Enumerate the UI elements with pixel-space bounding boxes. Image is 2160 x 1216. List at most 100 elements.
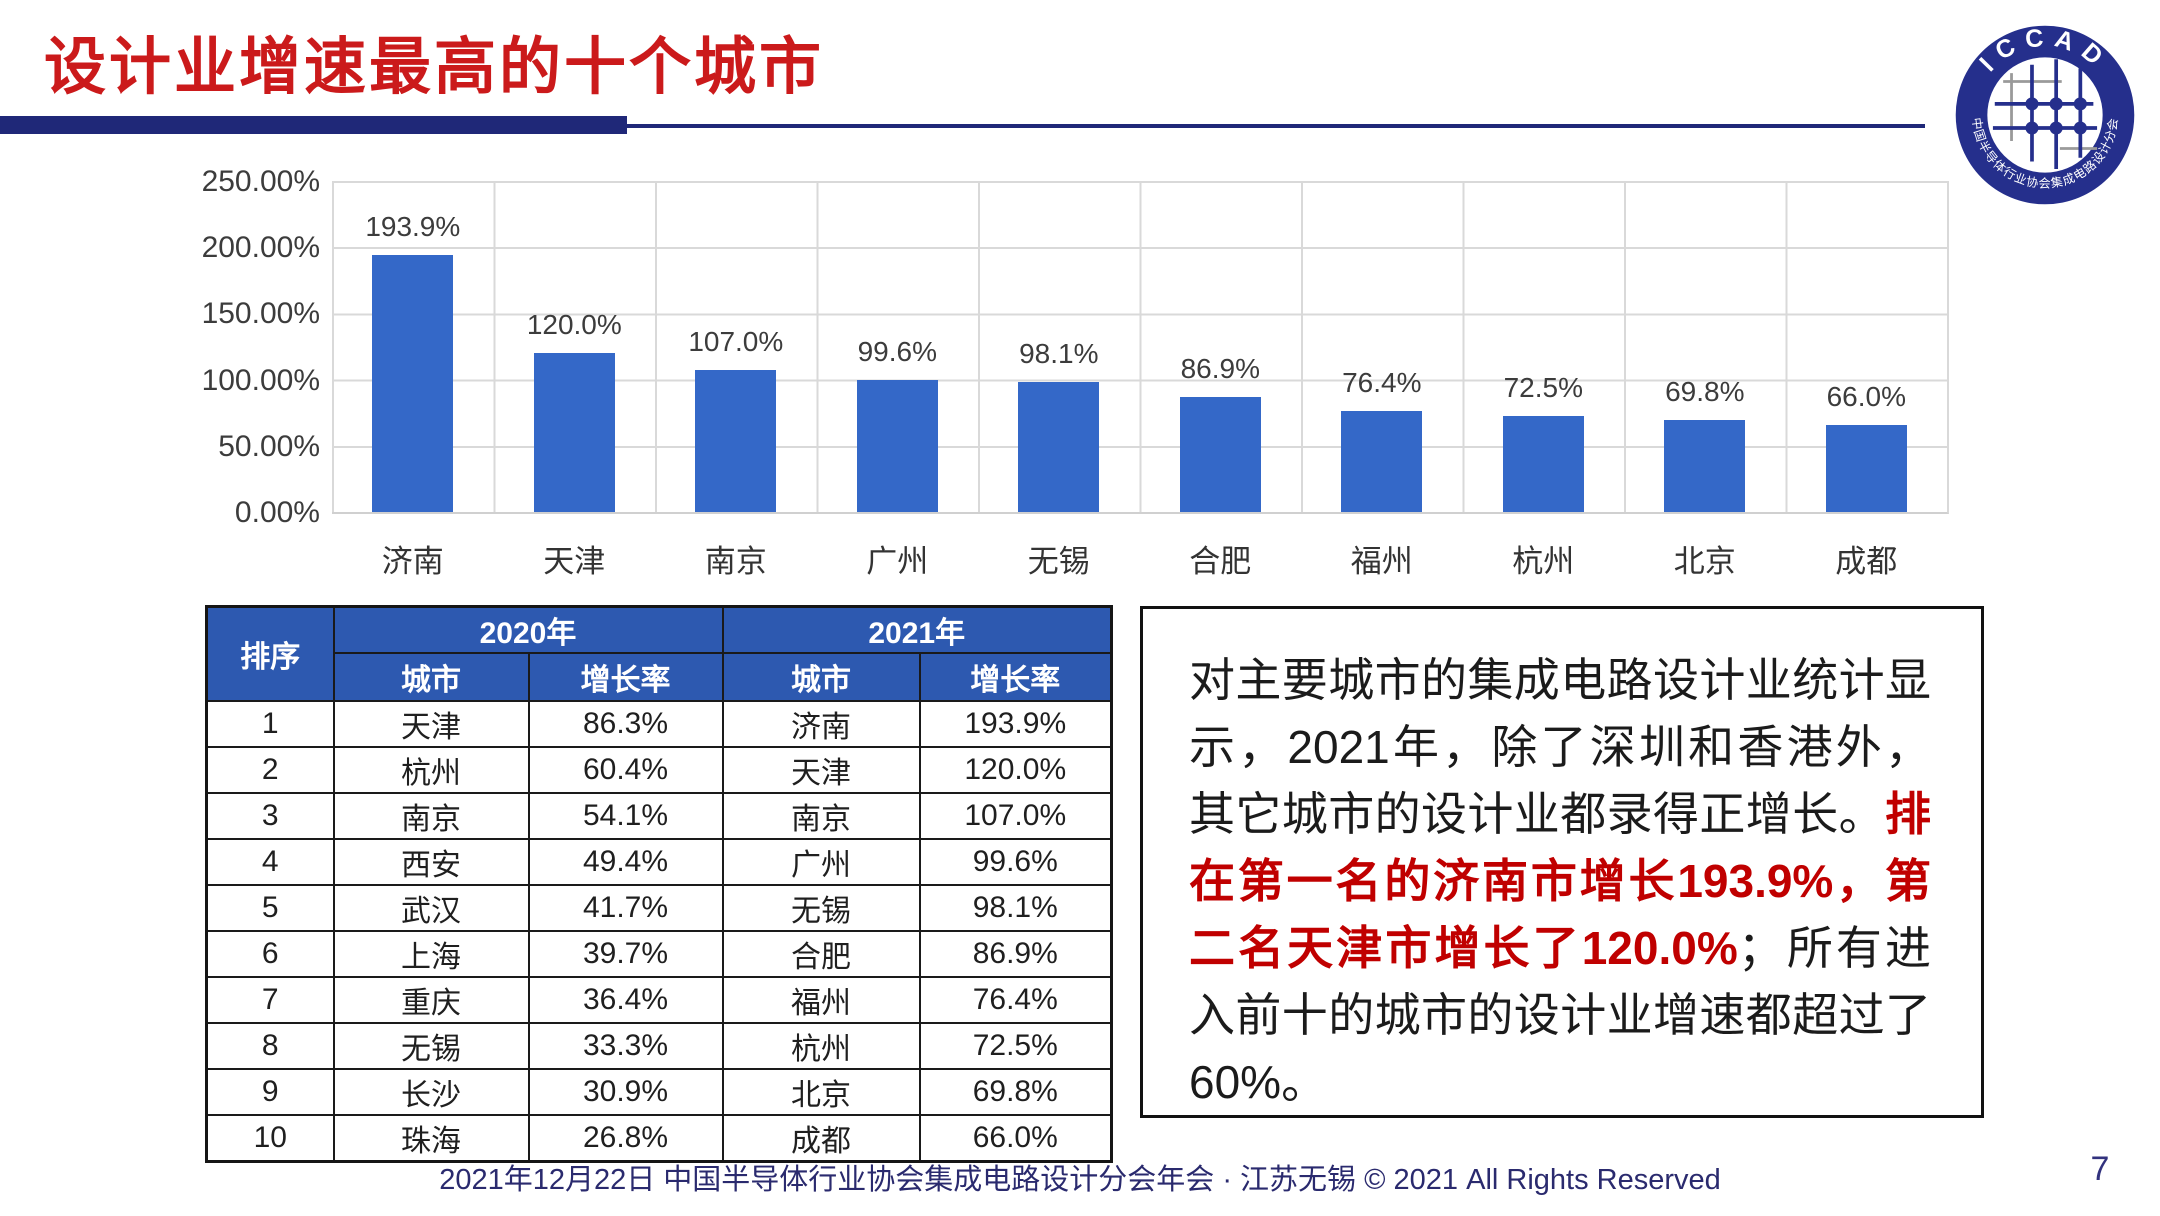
bar-杭州 — [1502, 416, 1584, 512]
table-row: 8 无锡 33.3% 杭州 72.5% — [205, 1022, 1113, 1070]
city-2020-cell: 天津 — [332, 700, 530, 748]
bar-value-label: 120.0% — [526, 309, 622, 341]
commentary-black-1: 对主要城市的集成电路设计业统计显示，2021年，除了深圳和香港外，其它城市的设计… — [1189, 654, 1931, 840]
title-underline-thin — [0, 124, 1925, 128]
rank-cell: 10 — [205, 1114, 335, 1163]
city-2020-cell: 西安 — [332, 838, 530, 886]
growth-2021-cell: 69.8% — [918, 1068, 1113, 1116]
growth-2021-cell: 99.6% — [918, 838, 1113, 886]
title-underline-thick — [0, 116, 627, 134]
city-2020-header: 城市 — [332, 652, 530, 702]
y-axis-tick: 100.00% — [201, 363, 320, 397]
bar-chart-plot: 193.9% 济南 120.0% 天津 107.0% 南京 99.6% 广州 98.1% 无锡 86… — [332, 181, 1949, 579]
table-row: 10 珠海 26.8% 成都 66.0% — [205, 1114, 1113, 1163]
x-axis-label: 无锡 — [1027, 544, 1090, 579]
x-axis-label: 成都 — [1835, 544, 1898, 579]
x-axis-label: 福州 — [1350, 544, 1413, 579]
city-2021-cell: 成都 — [721, 1114, 921, 1163]
city-2021-cell: 无锡 — [721, 884, 921, 932]
growth-2020-cell: 60.4% — [527, 746, 724, 794]
footer-text: 2021年12月22日 中国半导体行业协会集成电路设计分会年会 · 江苏无锡 ©… — [439, 1164, 1721, 1196]
rank-cell: 4 — [205, 838, 335, 886]
bar-合肥 — [1179, 396, 1261, 512]
y-axis-tick: 0.00% — [234, 496, 320, 529]
bar-value-label: 193.9% — [365, 211, 461, 243]
y-axis-tick: 50.00% — [218, 429, 320, 463]
bar-value-label: 76.4% — [1342, 366, 1422, 398]
x-axis-label: 广州 — [866, 544, 929, 579]
bar-福州 — [1341, 410, 1423, 512]
rank-cell: 6 — [205, 930, 335, 978]
growth-2020-cell: 30.9% — [527, 1068, 724, 1116]
city-2020-cell: 武汉 — [332, 884, 530, 932]
bar-无锡 — [1018, 382, 1100, 512]
table-row: 1 天津 86.3% 济南 193.9% — [205, 700, 1113, 748]
growth-2020-cell: 36.4% — [527, 976, 724, 1024]
y-axis-tick: 250.00% — [201, 165, 320, 198]
city-2020-cell: 珠海 — [332, 1114, 530, 1163]
year-2020-header: 2020年 — [332, 605, 724, 654]
growth-2021-header: 增长率 — [918, 652, 1113, 702]
rank-cell: 7 — [205, 976, 335, 1024]
growth-2021-cell: 120.0% — [918, 746, 1113, 794]
growth-2021-cell: 72.5% — [918, 1022, 1113, 1070]
ranking-table: 排序 2020年 2021年 城市 增长率 城市 增长率 1 天津 86.3% 济南 1… — [205, 605, 1113, 1163]
table-row: 3 南京 54.1% 南京 107.0% — [205, 792, 1113, 840]
bar-chart: 250.00% 200.00% 150.00% 100.00% 50.00% 0.00% … — [0, 150, 2010, 630]
city-2021-cell: 南京 — [721, 792, 921, 840]
bar-天津 — [533, 353, 615, 512]
city-2021-cell: 合肥 — [721, 930, 921, 978]
x-axis-label: 天津 — [543, 544, 606, 579]
city-2020-cell: 无锡 — [332, 1022, 530, 1070]
table-row: 9 长沙 30.9% 北京 69.8% — [205, 1068, 1113, 1116]
x-axis-label: 合肥 — [1189, 544, 1252, 579]
city-2021-cell: 广州 — [721, 838, 921, 886]
iccad-logo: ICCAD 中国半导体行业协会集成电路设计分会 — [1952, 22, 2138, 208]
bar-value-label: 66.0% — [1826, 380, 1906, 412]
growth-2021-cell: 86.9% — [918, 930, 1113, 978]
growth-2021-cell: 193.9% — [918, 700, 1113, 748]
page-title: 设计业增速最高的十个城市 — [44, 33, 825, 102]
bar-value-label: 72.5% — [1503, 372, 1583, 403]
commentary-red: 排在第一名的济南市增长193.9%，第二名天津市增长了120.0% — [1189, 788, 1931, 974]
commentary-black-2: ；所有进入前十的城市的设计业增速都超过了60%。 — [1189, 922, 1932, 1108]
bar-南京 — [695, 370, 777, 512]
x-axis-label: 北京 — [1673, 544, 1736, 579]
rank-cell: 5 — [205, 884, 335, 932]
city-2020-cell: 南京 — [332, 792, 530, 840]
bar-value-label: 107.0% — [688, 326, 784, 358]
page-number: 7 — [2090, 1150, 2110, 1188]
growth-2021-cell: 107.0% — [918, 792, 1113, 840]
rank-cell: 1 — [205, 700, 335, 748]
table-row: 2 杭州 60.4% 天津 120.0% — [205, 746, 1113, 794]
bar-value-label: 86.9% — [1180, 352, 1260, 384]
rank-cell: 9 — [205, 1068, 335, 1116]
city-2021-cell: 济南 — [721, 700, 921, 748]
city-2020-cell: 上海 — [332, 930, 530, 978]
city-2021-cell: 福州 — [721, 976, 921, 1024]
rank-cell: 8 — [205, 1022, 335, 1070]
city-2021-header: 城市 — [721, 652, 921, 702]
growth-2020-header: 增长率 — [527, 652, 724, 702]
city-2020-cell: 长沙 — [332, 1068, 530, 1116]
bar-value-label: 99.6% — [857, 336, 937, 368]
growth-2020-cell: 33.3% — [527, 1022, 724, 1070]
growth-2020-cell: 26.8% — [527, 1114, 724, 1163]
bar-value-label: 98.1% — [1019, 338, 1099, 370]
growth-2020-cell: 54.1% — [527, 792, 724, 840]
table-body: 1 天津 86.3% 济南 193.9% 2 杭州 60.4% 天津 120.0% 3 南京 54.1%… — [205, 700, 1113, 1163]
city-2021-cell: 杭州 — [721, 1022, 921, 1070]
commentary-box: 对主要城市的集成电路设计业统计显示，2021年，除了深圳和香港外，其它城市的设计… — [1140, 606, 1984, 1118]
table-row: 6 上海 39.7% 合肥 86.9% — [205, 930, 1113, 978]
iccad-logo-icon: ICCAD 中国半导体行业协会集成电路设计分会 — [1955, 23, 2135, 205]
year-2021-header: 2021年 — [721, 605, 1113, 654]
table-row: 5 武汉 41.7% 无锡 98.1% — [205, 884, 1113, 932]
growth-2021-cell: 98.1% — [918, 884, 1113, 932]
rank-cell: 3 — [205, 792, 335, 840]
rank-cell: 2 — [205, 746, 335, 794]
city-2020-cell: 重庆 — [332, 976, 530, 1024]
y-axis-tick: 200.00% — [201, 231, 320, 265]
city-2021-cell: 天津 — [721, 746, 921, 794]
table-row: 4 西安 49.4% 广州 99.6% — [205, 838, 1113, 886]
